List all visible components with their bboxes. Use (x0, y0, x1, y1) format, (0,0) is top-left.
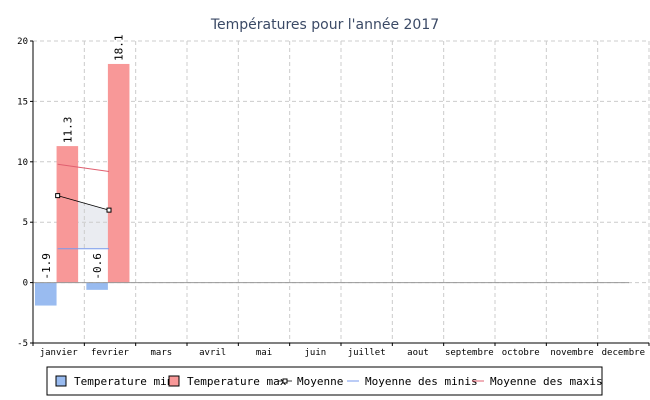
bar-temperature-max (107, 63, 130, 283)
y-tick-label: 15 (17, 97, 28, 107)
moyenne-point (106, 207, 112, 213)
y-tick-label: 10 (17, 158, 28, 168)
moyenne-point (55, 193, 61, 199)
legend-swatch-temperature-min (55, 375, 67, 387)
bar-temperature-min (86, 282, 108, 290)
legend-swatch-temperature-max (168, 375, 180, 387)
x-tick-label: janvier (40, 348, 79, 358)
x-tick-label: fevrier (91, 348, 130, 358)
x-tick-label: juin (304, 348, 326, 358)
x-tick-label: aout (407, 348, 429, 358)
y-tick-label: 20 (17, 37, 28, 47)
line-moyenne-des-maxis (57, 163, 110, 172)
x-tick-label: decembre (602, 348, 645, 358)
data-label-temperature-min: -1.9 (40, 253, 53, 280)
x-tick-label: novembre (550, 348, 593, 358)
x-tick-label: juillet (348, 348, 386, 358)
legend-label-moyenne-des-maxis: Moyenne des maxis (490, 375, 603, 388)
x-tick-label: mai (256, 348, 272, 358)
legend-label-temperature-max: Temperature max (187, 375, 287, 388)
line-moyenne (57, 195, 110, 211)
legend-marker-moyenne (282, 378, 288, 384)
y-tick-label: -5 (17, 339, 28, 349)
x-tick-label: septembre (445, 348, 494, 358)
bar-temperature-min (35, 282, 57, 306)
chart-title: Températures pour l'année 2017 (210, 17, 439, 33)
data-label-temperature-max: 18.1 (113, 34, 126, 61)
data-label-temperature-max: 11.3 (61, 117, 74, 144)
legend-label-moyenne-des-minis: Moyenne des minis (365, 375, 478, 388)
data-label-temperature-min: -0.6 (91, 253, 104, 280)
x-tick-label: octobre (502, 348, 540, 358)
x-tick-label: mars (150, 348, 172, 358)
y-tick-label: 5 (23, 218, 28, 228)
y-tick-label: 0 (23, 279, 28, 289)
legend-label-temperature-min: Temperature min (74, 375, 173, 388)
x-tick-label: avril (199, 348, 226, 358)
legend-label-moyenne: Moyenne (297, 375, 343, 388)
legend-box (46, 366, 603, 396)
